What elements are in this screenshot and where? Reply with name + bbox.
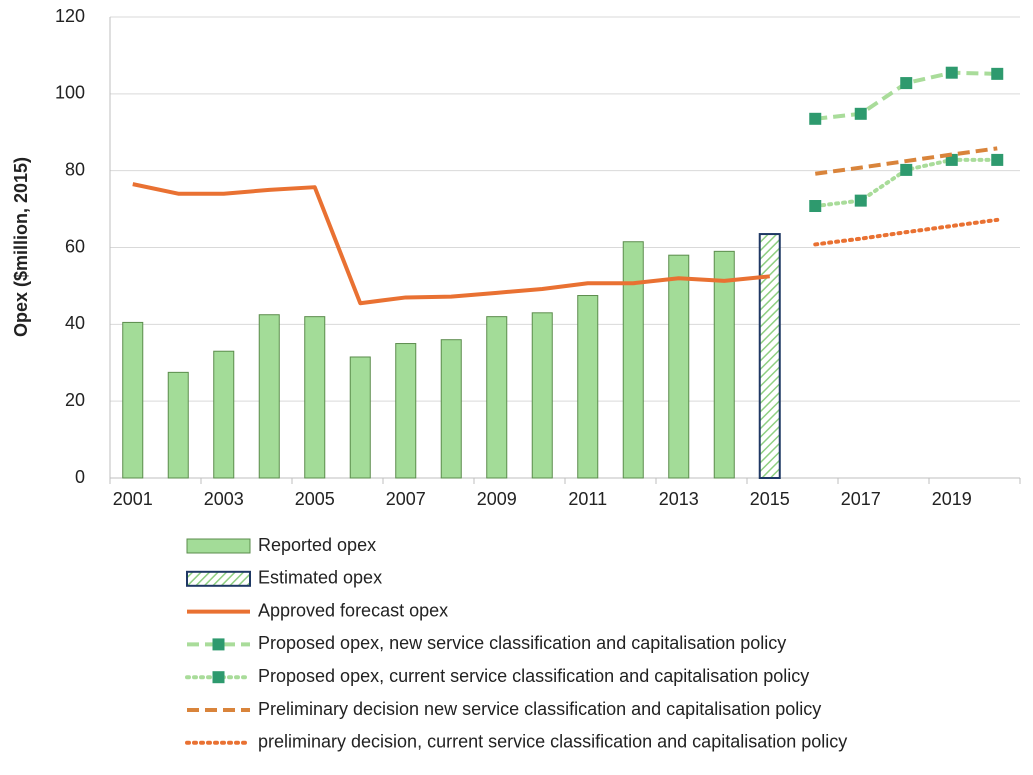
bar <box>486 316 508 479</box>
bar <box>713 250 735 479</box>
marker <box>900 77 913 90</box>
bar <box>622 241 644 479</box>
marker <box>945 66 958 79</box>
bar <box>122 321 144 479</box>
marker <box>809 200 822 213</box>
bar <box>531 312 553 479</box>
x-tick-label: 2017 <box>841 489 881 509</box>
line <box>132 182 770 306</box>
bar <box>304 316 326 479</box>
y-tick-label: 20 <box>65 390 85 410</box>
legend-marker <box>212 671 225 684</box>
legend-label: Approved forecast opex <box>258 600 448 620</box>
legend-label: Estimated opex <box>258 568 382 588</box>
legend-label: preliminary decision, current service cl… <box>258 732 847 752</box>
y-tick-label: 0 <box>75 467 85 487</box>
bar <box>167 371 189 479</box>
y-tick-label: 120 <box>55 6 85 26</box>
line <box>813 217 1000 247</box>
x-tick-label: 2009 <box>477 489 517 509</box>
bar <box>758 233 781 479</box>
marker <box>854 194 867 207</box>
legend-label: Proposed opex, new service classificatio… <box>258 633 786 653</box>
line <box>814 146 998 176</box>
x-tick-label: 2007 <box>386 489 426 509</box>
x-tick-label: 2019 <box>932 489 972 509</box>
legend-label: Preliminary decision new service classif… <box>258 699 821 719</box>
marker <box>809 112 822 125</box>
marker <box>854 107 867 120</box>
x-tick-label: 2003 <box>204 489 244 509</box>
bar <box>577 295 599 479</box>
legend-swatch <box>186 538 251 554</box>
bar <box>440 339 462 479</box>
bar <box>668 254 690 479</box>
x-tick-label: 2015 <box>750 489 790 509</box>
y-tick-label: 80 <box>65 159 85 179</box>
x-tick-label: 2001 <box>113 489 153 509</box>
bar <box>258 314 280 479</box>
marker <box>991 153 1004 166</box>
y-tick-label: 100 <box>55 83 85 103</box>
bar <box>213 350 235 479</box>
bar <box>349 356 371 479</box>
x-tick-label: 2013 <box>659 489 699 509</box>
legend-label: Reported opex <box>258 535 376 555</box>
y-tick-label: 60 <box>65 236 85 256</box>
legend-marker <box>212 638 225 651</box>
y-tick-label: 40 <box>65 313 85 333</box>
y-axis-label: Opex ($million, 2015) <box>11 157 31 337</box>
bar <box>395 343 417 479</box>
legend-label: Proposed opex, current service classific… <box>258 666 809 686</box>
x-tick-label: 2011 <box>568 489 607 509</box>
legend-swatch <box>186 570 251 587</box>
marker <box>900 163 913 176</box>
marker <box>991 67 1004 80</box>
x-tick-label: 2005 <box>295 489 335 509</box>
